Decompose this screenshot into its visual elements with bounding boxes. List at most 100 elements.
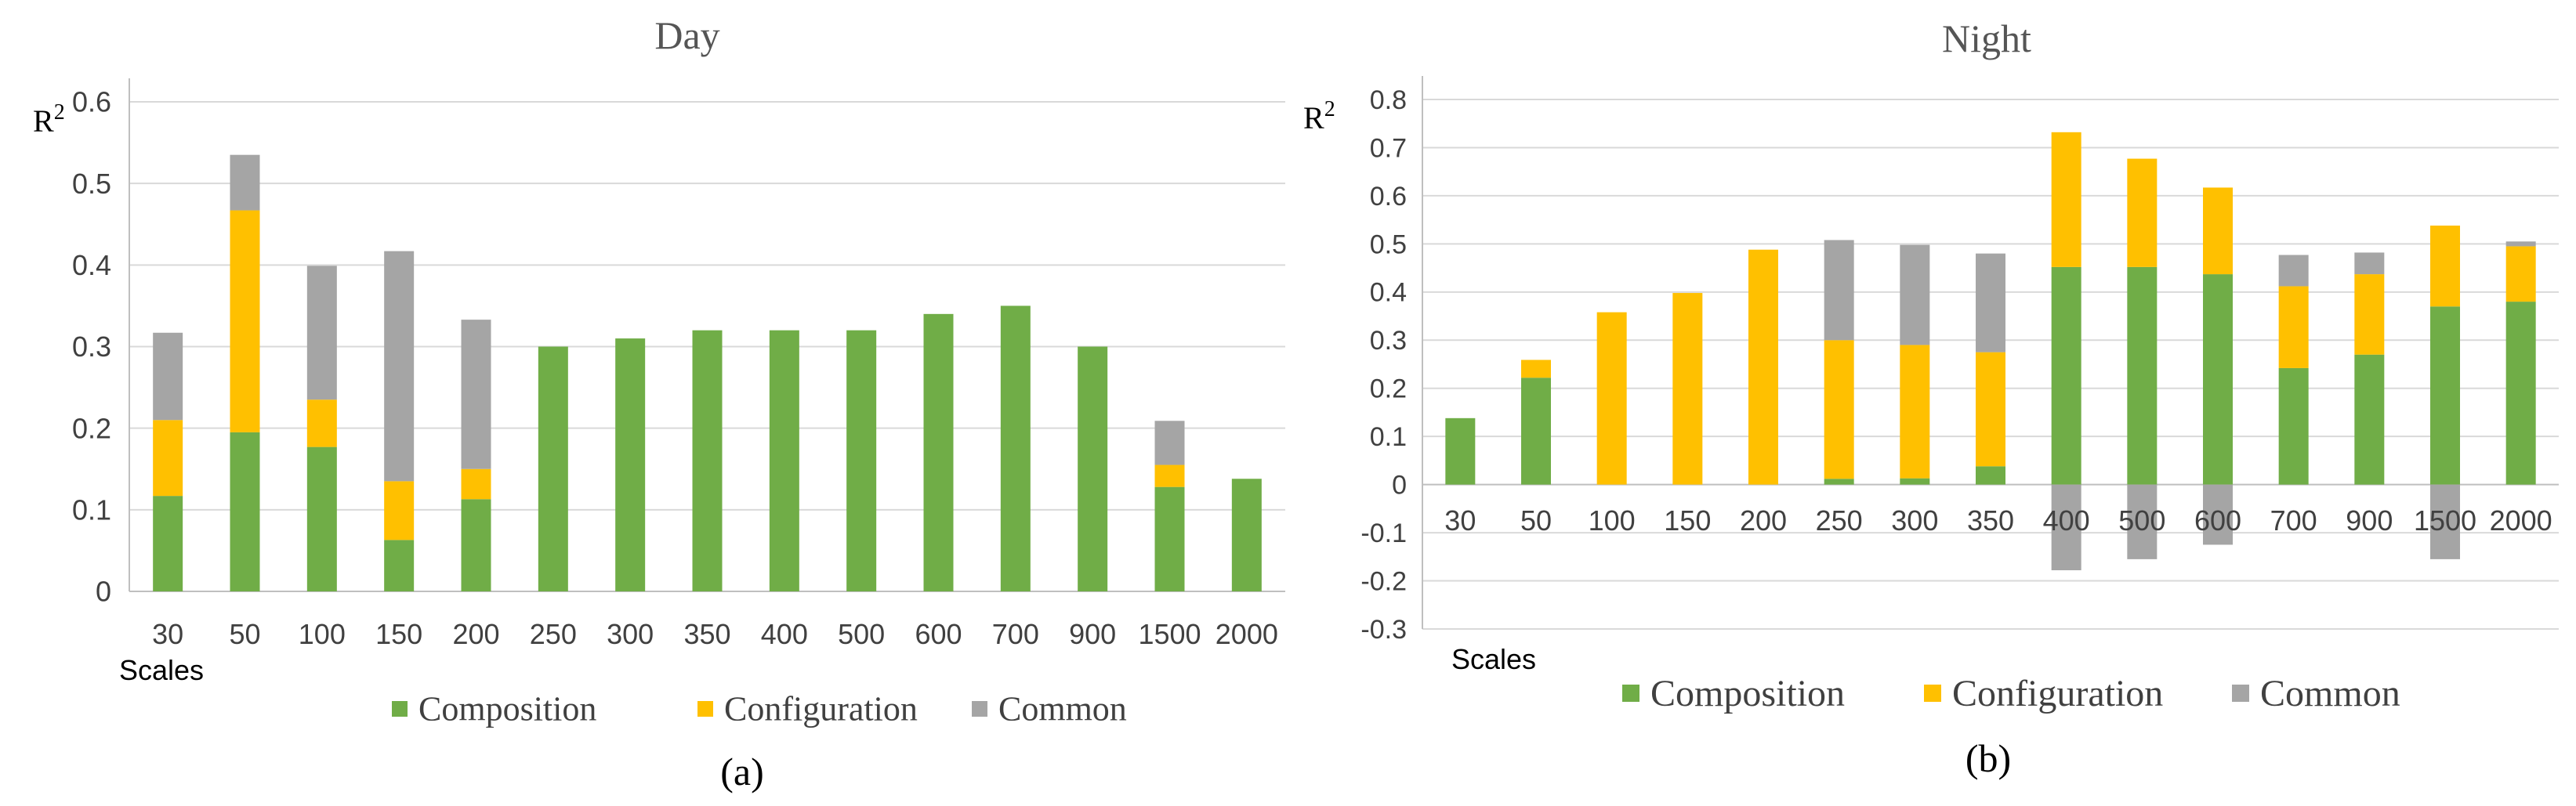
x-tick-label: 1500 xyxy=(1138,618,1201,650)
chart-title: Day xyxy=(654,13,719,57)
bar-common-1500 xyxy=(1154,421,1185,465)
y-tick-label: 0.2 xyxy=(72,412,111,444)
bar-composition-700 xyxy=(2278,367,2309,485)
bar-common-600 xyxy=(2203,484,2233,545)
x-axis-label: Scales xyxy=(1451,643,1536,675)
night-chart: -0.3 -0.2 -0.1 0 0.1 0.2 0.3 0.4 0.5 0.6 0.7 0.8 30 5… xyxy=(1303,16,2559,780)
bar-composition-500 xyxy=(2127,266,2158,485)
x-tick-label: 100 xyxy=(299,618,346,650)
bar-composition-150 xyxy=(384,540,415,591)
y-tick-label: 0.1 xyxy=(1370,422,1407,452)
bar-common-250 xyxy=(1824,240,1854,341)
bar-composition-350 xyxy=(692,330,723,591)
bar-configuration-1500 xyxy=(1154,464,1185,487)
bar-composition-2000 xyxy=(2505,302,2536,485)
bar-common-300 xyxy=(1900,244,1930,345)
bar-configuration-250 xyxy=(1824,340,1854,479)
chart-title: Night xyxy=(1942,16,2031,60)
y-tick-label: 0.5 xyxy=(72,168,111,200)
bar-composition-50 xyxy=(1521,378,1551,485)
legend-label-common: Common xyxy=(998,690,1127,728)
x-tick-label: 200 xyxy=(452,618,499,650)
x-tick-label: 400 xyxy=(2043,504,2090,537)
bar-common-1500 xyxy=(2430,484,2460,559)
x-tick-label: 500 xyxy=(838,618,885,650)
bar-composition-100 xyxy=(306,446,337,591)
x-tick-label: 350 xyxy=(683,618,730,650)
bar-common-200 xyxy=(461,320,491,469)
y-tick-label: 0.7 xyxy=(1370,133,1407,163)
x-tick-label: 900 xyxy=(1069,618,1116,650)
legend-label-composition: Composition xyxy=(1650,673,1845,714)
bar-composition-300 xyxy=(1900,478,1930,485)
bar-common-350 xyxy=(1976,253,2005,352)
bar-composition-30 xyxy=(153,496,183,591)
bar-common-900 xyxy=(2354,252,2385,275)
x-tick-label: 700 xyxy=(992,618,1039,650)
bar-composition-500 xyxy=(846,330,877,591)
bar-configuration-150 xyxy=(384,481,415,540)
legend-label-common: Common xyxy=(2260,673,2400,714)
legend-swatch-configuration xyxy=(1924,685,1941,702)
bar-configuration-50 xyxy=(1521,360,1551,378)
bar-composition-900 xyxy=(1078,346,1108,591)
bar-composition-250 xyxy=(538,346,568,591)
bar-composition-250 xyxy=(1824,479,1854,485)
x-tick-label: 500 xyxy=(2118,504,2165,537)
x-axis-label: Scales xyxy=(119,654,204,686)
x-tick-label: 150 xyxy=(375,618,422,650)
x-tick-label: 100 xyxy=(1589,504,1636,537)
y-tick-label: 0.4 xyxy=(72,249,111,281)
bar-configuration-50 xyxy=(230,210,260,432)
y-tick-label: 0.4 xyxy=(1370,278,1407,308)
x-tick-label: 50 xyxy=(1520,504,1552,537)
bar-common-150 xyxy=(384,251,415,482)
x-tick-label: 250 xyxy=(530,618,577,650)
legend-label-configuration: Configuration xyxy=(724,690,918,728)
x-tick-label: 600 xyxy=(2194,504,2241,537)
legend-swatch-composition xyxy=(392,701,408,717)
x-tick-label: 1500 xyxy=(2414,504,2476,537)
x-tick-label: 700 xyxy=(2270,504,2317,537)
bar-composition-200 xyxy=(461,499,491,591)
y-axis-label: R2 xyxy=(1303,97,1335,136)
day-chart: 0 0.1 0.2 0.3 0.4 0.5 0.6 30 50 100 150 200 250 300 35… xyxy=(33,13,1285,793)
bar-configuration-100 xyxy=(1596,312,1627,485)
x-tick-label: 350 xyxy=(1967,504,2014,537)
legend-swatch-composition xyxy=(1622,685,1639,702)
y-tick-label: -0.3 xyxy=(1360,615,1407,645)
x-tick-label: 250 xyxy=(1816,504,1863,537)
y-tick-label: 0.1 xyxy=(72,493,111,526)
bar-common-100 xyxy=(306,266,337,400)
legend-swatch-configuration xyxy=(697,701,713,717)
y-axis-label-superscript: 2 xyxy=(1324,97,1335,121)
y-tick-label: 0.8 xyxy=(1370,85,1407,115)
y-tick-label: 0.2 xyxy=(1370,374,1407,404)
bar-composition-300 xyxy=(615,338,646,591)
bar-common-500 xyxy=(2127,484,2158,559)
legend-label-configuration: Configuration xyxy=(1952,673,2163,714)
bar-configuration-500 xyxy=(2127,158,2158,267)
bar-configuration-350 xyxy=(1976,352,2005,467)
y-axis-label-superscript: 2 xyxy=(54,100,65,125)
x-tick-label: 300 xyxy=(1891,504,1938,537)
y-axis-label-base: R xyxy=(33,103,54,139)
y-axis-label-base: R xyxy=(1303,100,1324,136)
y-tick-label: -0.2 xyxy=(1360,566,1407,596)
x-tick-label: 200 xyxy=(1740,504,1787,537)
x-tick-label: 2000 xyxy=(1216,618,1278,650)
bar-composition-700 xyxy=(1000,305,1031,591)
bar-configuration-600 xyxy=(2203,187,2233,275)
bar-common-50 xyxy=(230,154,260,211)
bar-composition-600 xyxy=(2203,274,2233,485)
bar-composition-600 xyxy=(923,313,954,591)
bar-composition-1500 xyxy=(1154,486,1185,591)
bar-configuration-300 xyxy=(1900,345,1930,479)
bar-configuration-100 xyxy=(306,399,337,447)
bar-common-400 xyxy=(2051,484,2081,571)
bar-configuration-700 xyxy=(2278,286,2309,368)
bar-composition-50 xyxy=(230,432,260,591)
bar-composition-2000 xyxy=(1231,479,1262,591)
bar-configuration-200 xyxy=(1748,249,1778,485)
bar-composition-30 xyxy=(1445,417,1476,485)
